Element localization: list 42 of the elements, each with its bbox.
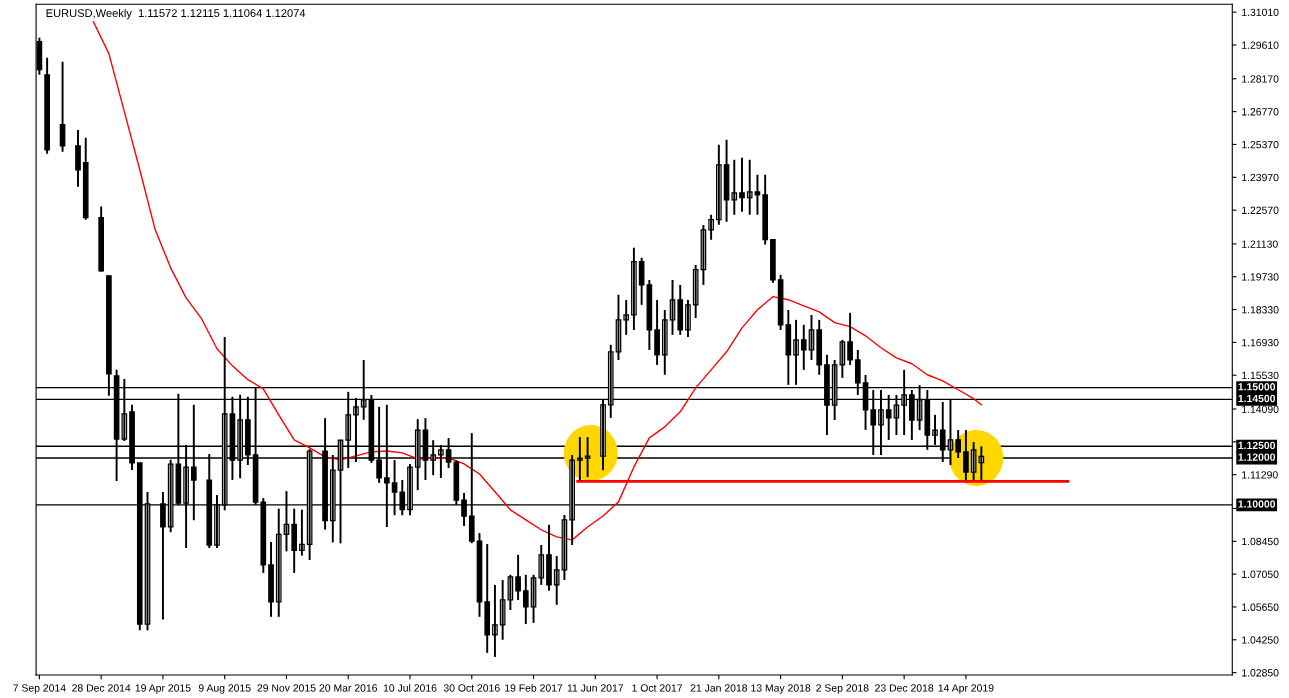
x-tick-label: 13 May 2018 bbox=[751, 684, 811, 694]
x-tick-label: 20 Mar 2016 bbox=[319, 684, 378, 692]
x-tick-label: 29 Nov 2015 bbox=[257, 684, 316, 692]
x-tick-label: 7 Sep 2014 bbox=[13, 684, 66, 694]
x-tick-label: 11 Jun 2017 bbox=[567, 684, 624, 692]
x-tick-label: 21 Jan 2018 bbox=[690, 684, 748, 692]
y-tick-label: 1.05650 bbox=[1242, 603, 1279, 611]
x-tick-label: 14 Apr 2019 bbox=[938, 684, 994, 694]
x-tick-label: 19 Feb 2017 bbox=[505, 683, 563, 692]
y-tick-label: 1.16930 bbox=[1242, 338, 1279, 347]
chart-title: EURUSD,Weekly 1.11572 1.12115 1.11064 1.12074 bbox=[46, 8, 306, 20]
y-tick-label: 1.25370 bbox=[1242, 140, 1279, 149]
y-tick-label: 1.21130 bbox=[1242, 240, 1278, 248]
ref-line-label: 1.12000 bbox=[1238, 453, 1276, 461]
y-tick-label: 1.19730 bbox=[1242, 273, 1279, 281]
y-tick-label: 1.11290 bbox=[1242, 471, 1278, 479]
y-tick-label: 1.22570 bbox=[1242, 206, 1279, 214]
y-tick-label: 1.31010 bbox=[1242, 8, 1279, 17]
ref-line-label: 1.14500 bbox=[1238, 394, 1276, 403]
x-tick-label: 23 Dec 2018 bbox=[875, 684, 934, 692]
y-tick-label: 1.28170 bbox=[1242, 75, 1279, 83]
y-tick-label: 1.08450 bbox=[1242, 537, 1279, 546]
x-tick-label: 9 Aug 2015 bbox=[198, 684, 251, 694]
x-tick-label: 2 Sep 2018 bbox=[816, 684, 869, 694]
y-tick-label: 1.02850 bbox=[1242, 669, 1279, 677]
y-tick-label: 1.04250 bbox=[1242, 636, 1279, 644]
y-tick-label: 1.29610 bbox=[1242, 41, 1279, 49]
x-tick-label: 1 Oct 2017 bbox=[632, 684, 683, 692]
candlestick bbox=[577, 436, 583, 482]
x-tick-label: 30 Oct 2016 bbox=[443, 684, 500, 692]
ref-line-label: 1.15000 bbox=[1238, 383, 1276, 391]
y-tick-label: 1.18330 bbox=[1242, 306, 1279, 314]
y-tick-label: 1.26770 bbox=[1242, 108, 1279, 116]
x-tick-label: 28 Dec 2014 bbox=[72, 684, 131, 692]
ref-line-label: 1.12500 bbox=[1238, 441, 1276, 450]
x-tick-label: 19 Apr 2015 bbox=[135, 684, 191, 694]
x-tick-label: 10 Jul 2016 bbox=[383, 683, 437, 692]
y-tick-label: 1.23970 bbox=[1242, 173, 1279, 182]
y-tick-label: 1.14090 bbox=[1242, 405, 1279, 413]
y-tick-label: 1.15530 bbox=[1242, 371, 1279, 380]
ref-line-label: 1.10000 bbox=[1238, 500, 1276, 508]
y-tick-label: 1.07050 bbox=[1242, 570, 1279, 578]
